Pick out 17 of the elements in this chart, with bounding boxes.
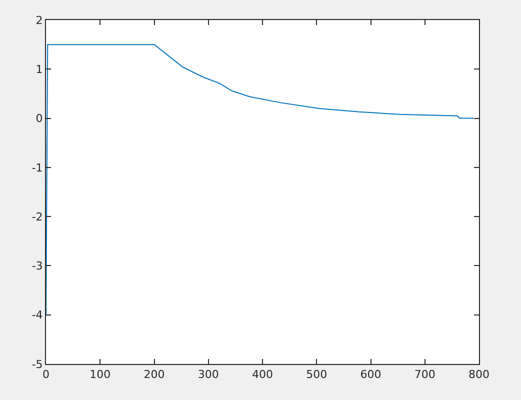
x-tick-label: 400 — [252, 368, 273, 382]
y-tick-label: -4 — [32, 308, 43, 322]
y-tick-label: 2 — [36, 14, 43, 27]
x-tick-label: 600 — [360, 368, 382, 382]
y-tick-label: -3 — [32, 260, 43, 273]
x-tick-label: 700 — [414, 368, 436, 382]
y-tick-label: -2 — [32, 210, 43, 224]
x-tick-label: 800 — [468, 368, 490, 382]
line-series — [46, 44, 474, 316]
y-tick-label: 1 — [36, 62, 43, 76]
x-tick-label: 200 — [144, 368, 165, 382]
x-tick-label: 500 — [306, 368, 328, 382]
x-tick-label: 300 — [198, 368, 219, 382]
y-tick-label: -5 — [32, 358, 43, 371]
y-tick-label: 0 — [36, 112, 43, 126]
y-tick-label: -1 — [32, 161, 43, 174]
x-tick-label: 100 — [90, 368, 111, 382]
